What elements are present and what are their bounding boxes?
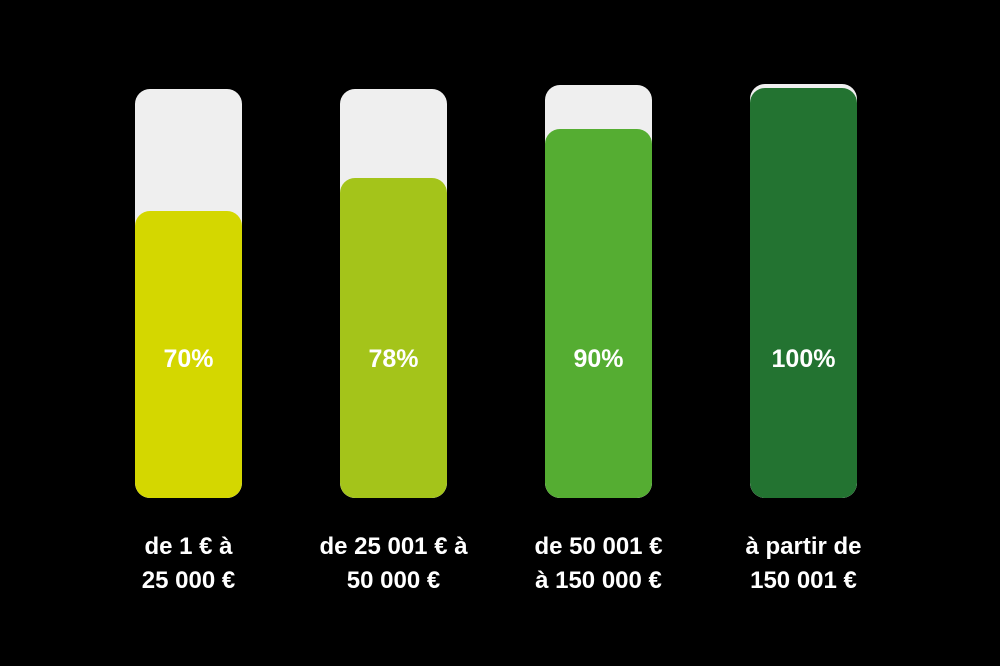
bar-1: 70%: [135, 0, 242, 666]
category-label: de 50 001 € à 150 000 €: [499, 530, 699, 598]
bar-value-label: 70%: [163, 345, 214, 373]
bar-value-label: 78%: [368, 345, 419, 373]
category-label-line: 50 000 €: [346, 567, 441, 594]
category-label: à partir de 150 001 €: [704, 530, 904, 598]
bar-value-label: 100%: [771, 345, 836, 373]
bar-3: 90%: [545, 0, 652, 666]
category-label-line: à partir de: [745, 533, 862, 560]
bar-fill: [340, 178, 447, 498]
category-label-line: 150 001 €: [750, 567, 857, 594]
bar-fill: [545, 129, 652, 498]
category-label: de 1 € à 25 000 €: [89, 530, 289, 598]
bar-value-label: 90%: [573, 345, 624, 373]
category-label: de 25 001 € à 50 000 €: [294, 530, 494, 598]
category-label-line: de 1 € à: [144, 533, 233, 560]
bar-fill: [750, 88, 857, 498]
bar-4: 100%: [750, 0, 857, 666]
category-label-line: de 50 001 €: [534, 533, 663, 560]
category-label-line: 25 000 €: [141, 567, 236, 594]
bar-track: [545, 85, 652, 498]
category-label-line: à 150 000 €: [535, 567, 662, 594]
bar-track: [750, 84, 857, 498]
category-label-line: de 25 001 € à: [319, 533, 468, 560]
bar-2: 78%: [340, 0, 447, 666]
bar-fill: [135, 211, 242, 498]
bar-track: [340, 89, 447, 498]
bar-track: [135, 89, 242, 498]
